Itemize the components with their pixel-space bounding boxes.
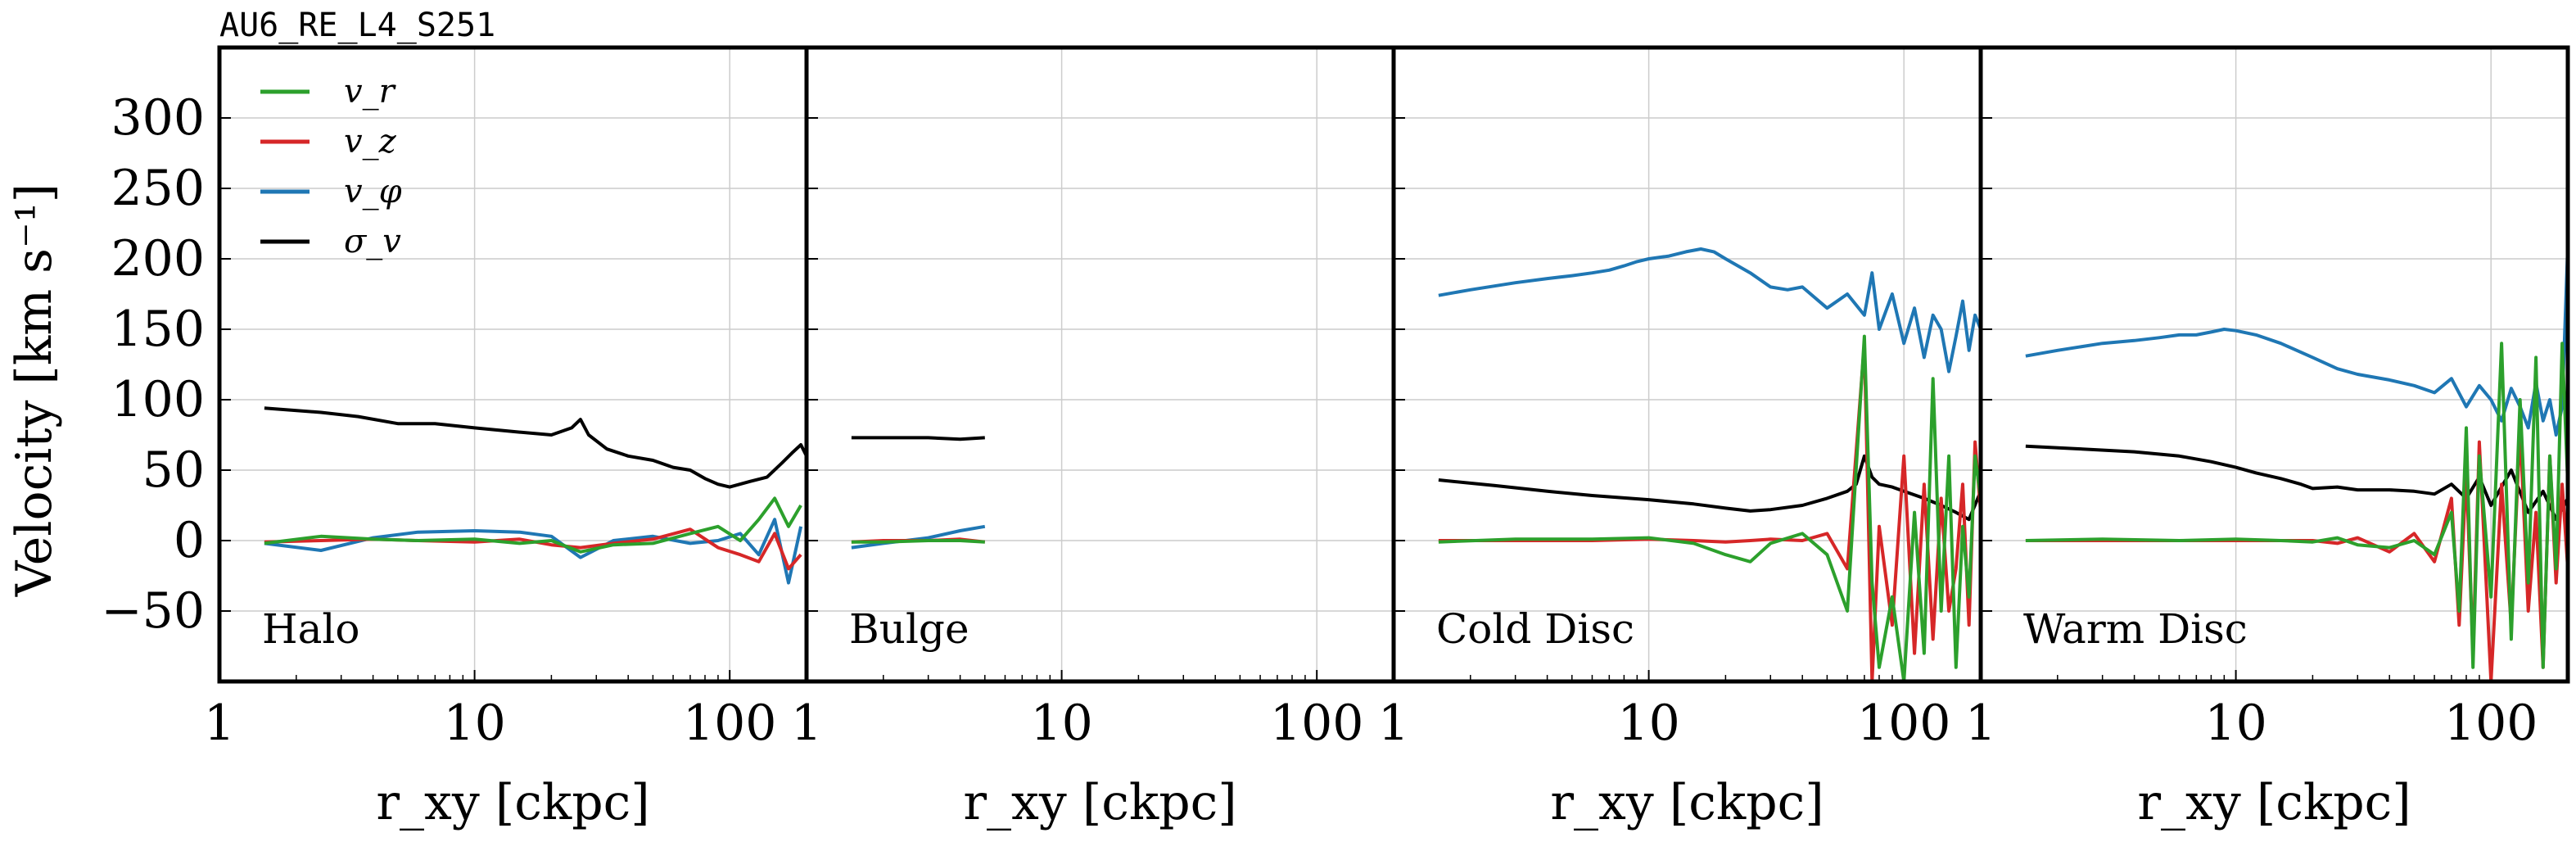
series-lines <box>851 436 986 550</box>
series-lines <box>264 406 807 585</box>
grid <box>1981 48 2568 681</box>
series-line-2 <box>851 524 986 550</box>
x-axis-label: r_xy [ckpc] <box>1550 774 1824 831</box>
y-tick-label: 300 <box>111 89 205 147</box>
legend-entry: v_φ <box>260 173 402 210</box>
panel-label: Bulge <box>849 605 969 653</box>
panel-warm-disc: 1 10 100 r_xy [ckpc] Warm Disc <box>1965 45 2570 831</box>
x-tick-label: 10 <box>2204 695 2266 752</box>
series-line-3 <box>264 406 807 489</box>
panel-label: Warm Disc <box>2023 605 2248 653</box>
svg-text:Velocity [km s⁻¹]: Velocity [km s⁻¹] <box>6 183 63 597</box>
series-line-3 <box>851 436 985 441</box>
y-tick-label: 100 <box>111 371 205 428</box>
series-lines <box>1438 247 1981 681</box>
legend-label: v_r <box>344 73 397 111</box>
panel-frame <box>804 45 1396 684</box>
y-tick-label: 200 <box>111 230 205 287</box>
panels: 1 10 100 r_xy [ckpc] Halo −50 0 50 100 150 200 250 3… <box>101 45 2570 831</box>
x-tick-label: 1 <box>1965 695 1996 752</box>
panel-frame <box>1978 45 2570 684</box>
x-tick-label: 100 <box>2444 695 2538 752</box>
y-tick-label: 250 <box>111 160 205 217</box>
legend-entry: v_r <box>260 73 397 111</box>
series-lines <box>2025 244 2568 681</box>
x-tick-label: 10 <box>1030 695 1092 752</box>
series-line-0 <box>1438 334 1981 681</box>
panel-label: Halo <box>262 605 360 653</box>
series-line-3 <box>2025 444 2568 522</box>
y-tick-label: 0 <box>174 512 205 569</box>
legend-label: v_z <box>344 123 397 161</box>
panel-label: Cold Disc <box>1436 605 1634 653</box>
series-line-2 <box>1438 247 1981 373</box>
y-tick-label: −50 <box>101 582 205 640</box>
x-tick-label: 100 <box>1857 695 1951 752</box>
grid <box>1394 48 1981 681</box>
x-tick-label: 1 <box>204 695 235 752</box>
series-line-1 <box>1438 342 1981 681</box>
legend-label: σ_v <box>344 223 401 260</box>
x-tick-label: 1 <box>791 695 822 752</box>
legend-entry: σ_v <box>260 223 401 260</box>
series-line-2 <box>264 518 803 585</box>
x-axis-label: r_xy [ckpc] <box>2137 774 2411 831</box>
y-tick-label: 50 <box>142 441 205 499</box>
y-tick-label: 150 <box>111 301 205 358</box>
series-line-0 <box>2025 342 2568 669</box>
y-axis-label: Velocity [km s⁻¹] <box>6 183 63 597</box>
x-tick-label: 100 <box>683 695 777 752</box>
panel-halo: 1 10 100 r_xy [ckpc] Halo −50 0 50 100 150 200 250 3… <box>101 45 809 831</box>
legend: v_r v_z v_φ σ_v <box>260 73 402 260</box>
x-axis-label: r_xy [ckpc] <box>376 774 649 831</box>
panel-cold-disc: 1 10 100 r_xy [ckpc] Cold Disc <box>1378 45 1983 831</box>
x-tick-label: 1 <box>1378 695 1409 752</box>
legend-label: v_φ <box>344 173 402 210</box>
grid <box>807 48 1394 681</box>
x-tick-label: 10 <box>1617 695 1679 752</box>
x-axis-label: r_xy [ckpc] <box>963 774 1236 831</box>
panel-bulge: 1 10 100 r_xy [ckpc] Bulge <box>791 45 1396 831</box>
series-line-2 <box>2025 244 2568 437</box>
x-tick-label: 10 <box>443 695 505 752</box>
figure-title: AU6_RE_L4_S251 <box>219 7 495 44</box>
x-tick-label: 100 <box>1270 695 1364 752</box>
series-line-0 <box>851 539 985 544</box>
panel-frame <box>1391 45 1983 684</box>
series-line-0 <box>264 496 802 554</box>
legend-entry: v_z <box>260 123 397 161</box>
